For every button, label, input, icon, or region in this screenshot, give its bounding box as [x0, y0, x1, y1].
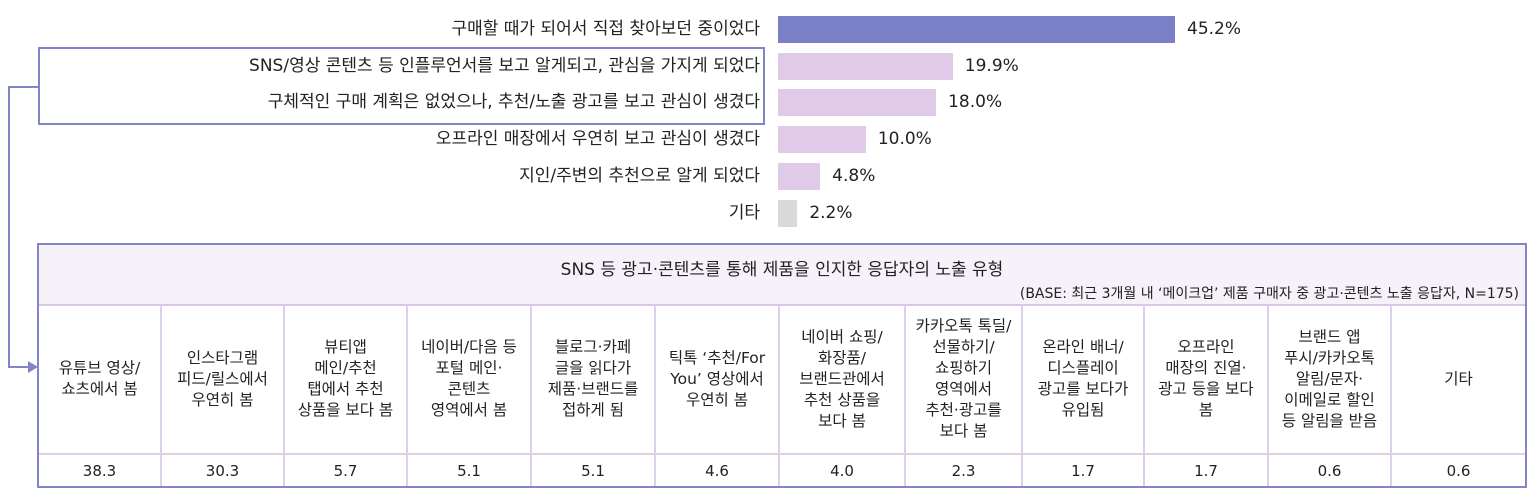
column-value: 5.7 [285, 453, 408, 486]
column-value: 2.3 [906, 453, 1023, 486]
column-header: 카카오톡 톡딜/ 선물하기/ 쇼핑하기 영역에서 추천·광고를 보다 봄 [906, 305, 1023, 453]
bar-row: 오프라인 매장에서 우연히 보고 관심이 생겼다 10.0% [0, 121, 1530, 158]
column-header: 온라인 배너/ 디스플레이 광고를 보다가 유입됨 [1023, 305, 1145, 453]
bar-row: SNS/영상 콘텐츠 등 인플루언서를 보고 알게되고, 관심을 가지게 되었다… [0, 48, 1530, 85]
column-header: 인스타그램 피드/릴스에서 우연히 봄 [162, 305, 285, 453]
column-header: 블로그·카페 글을 읽다가 제품·브랜드를 접하게 됨 [532, 305, 656, 453]
bar-value-label: 45.2% [1187, 19, 1242, 39]
connector-line [8, 86, 39, 88]
bar-row: 구매할 때가 되어서 직접 찾아보던 중이었다 45.2% [0, 11, 1530, 48]
column-header-label: 블로그·카페 글을 읽다가 제품·브랜드를 접하게 됨 [547, 338, 639, 419]
connector-line [8, 366, 30, 368]
bar-label: 구매할 때가 되어서 직접 찾아보던 중이었다 [451, 19, 760, 39]
column-value: 38.3 [39, 453, 162, 486]
column-header: 네이버/다음 등 포털 메인· 콘텐츠 영역에서 봄 [408, 305, 532, 453]
column-header: 오프라인 매장의 진열· 광고 등을 보다 봄 [1145, 305, 1269, 453]
column-header-label: 인스타그램 피드/릴스에서 우연히 봄 [177, 348, 268, 409]
column-header: 틱톡 ‘추천/For You’ 영상에서 우연히 봄 [656, 305, 780, 453]
bar-label: SNS/영상 콘텐츠 등 인플루언서를 보고 알게되고, 관심을 가지게 되었다 [249, 55, 760, 76]
table-header: SNS 등 광고·콘텐츠를 통해 제품을 인지한 응답자의 노출 유형 (BAS… [39, 245, 1525, 306]
bar-label: 오프라인 매장에서 우연히 보고 관심이 생겼다 [435, 129, 760, 150]
bar-label: 지인/주변의 추천으로 알게 되었다 [519, 165, 760, 186]
column-header: 유튜브 영상/ 쇼츠에서 봄 [39, 305, 162, 453]
bar [778, 199, 798, 227]
column-value: 4.0 [780, 453, 906, 486]
column-header: 네이버 쇼핑/ 화장품/ 브랜드관에서 추천 상품을 보다 봄 [780, 305, 906, 453]
column-value: 4.6 [656, 453, 780, 486]
bar-row: 지인/주변의 추천으로 알게 되었다 4.8% [0, 158, 1530, 195]
bar [778, 126, 866, 154]
column-value: 0.6 [1392, 453, 1525, 486]
column-header: 기타 [1392, 305, 1525, 453]
column-value: 1.7 [1145, 453, 1269, 486]
highlight-box [38, 47, 765, 125]
bar [778, 52, 953, 80]
column-header: 브랜드 앱 푸시/카카오톡 알림/문자· 이메일로 할인 등 알림을 받음 [1269, 305, 1392, 453]
bar-value-label: 4.8% [832, 165, 876, 186]
bar [778, 89, 937, 117]
exposure-table: SNS 등 광고·콘텐츠를 통해 제품을 인지한 응답자의 노출 유형 (BAS… [37, 243, 1527, 488]
connector-line [8, 86, 10, 368]
column-value: 30.3 [162, 453, 285, 486]
bar-value-label: 2.2% [809, 202, 853, 223]
column-value: 0.6 [1269, 453, 1392, 486]
column-header-label: 뷰티앱 메인/추천 탭에서 추천 상품을 보다 봄 [297, 338, 394, 419]
column-header-label: 브랜드 앱 푸시/카카오톡 알림/문자· 이메일로 할인 등 알림을 받음 [1281, 327, 1378, 430]
column-header-label: 오프라인 매장의 진열· 광고 등을 보다 봄 [1158, 338, 1254, 419]
column-header-label: 기타 [1444, 369, 1473, 388]
table-title: SNS 등 광고·콘텐츠를 통해 제품을 인지한 응답자의 노출 유형 [560, 260, 1004, 280]
bar-label: 기타 [728, 202, 760, 223]
column-value: 5.1 [408, 453, 532, 486]
column-value: 5.1 [532, 453, 656, 486]
arrow-icon [28, 361, 38, 373]
bar-row: 구체적인 구매 계획은 없었으나, 추천/노출 광고를 보고 관심이 생겼다 18… [0, 84, 1530, 121]
column-header-label: 온라인 배너/ 디스플레이 광고를 보다가 유입됨 [1037, 338, 1129, 419]
bar-value-label: 19.9% [964, 55, 1019, 76]
bar [778, 162, 821, 190]
bar [778, 16, 1175, 43]
column-value: 1.7 [1023, 453, 1145, 486]
bar-label: 구체적인 구매 계획은 없었으나, 추천/노출 광고를 보고 관심이 생겼다 [267, 92, 760, 113]
column-header: 뷰티앱 메인/추천 탭에서 추천 상품을 보다 봄 [285, 305, 408, 453]
table-base-note: (BASE: 최근 3개월 내 ‘메이크업’ 제품 구매자 중 광고·콘텐츠 노… [1019, 286, 1519, 302]
column-header-label: 유튜브 영상/ 쇼츠에서 봄 [58, 359, 141, 398]
column-header-label: 네이버/다음 등 포털 메인· 콘텐츠 영역에서 봄 [421, 338, 517, 419]
column-header-label: 틱톡 ‘추천/For You’ 영상에서 우연히 봄 [668, 348, 766, 409]
column-header-label: 카카오톡 톡딜/ 선물하기/ 쇼핑하기 영역에서 추천·광고를 보다 봄 [915, 317, 1012, 440]
bar-row: 기타 2.2% [0, 195, 1530, 232]
bar-value-label: 10.0% [877, 129, 932, 150]
column-header-label: 네이버 쇼핑/ 화장품/ 브랜드관에서 추천 상품을 보다 봄 [799, 327, 885, 430]
bar-value-label: 18.0% [948, 92, 1003, 113]
